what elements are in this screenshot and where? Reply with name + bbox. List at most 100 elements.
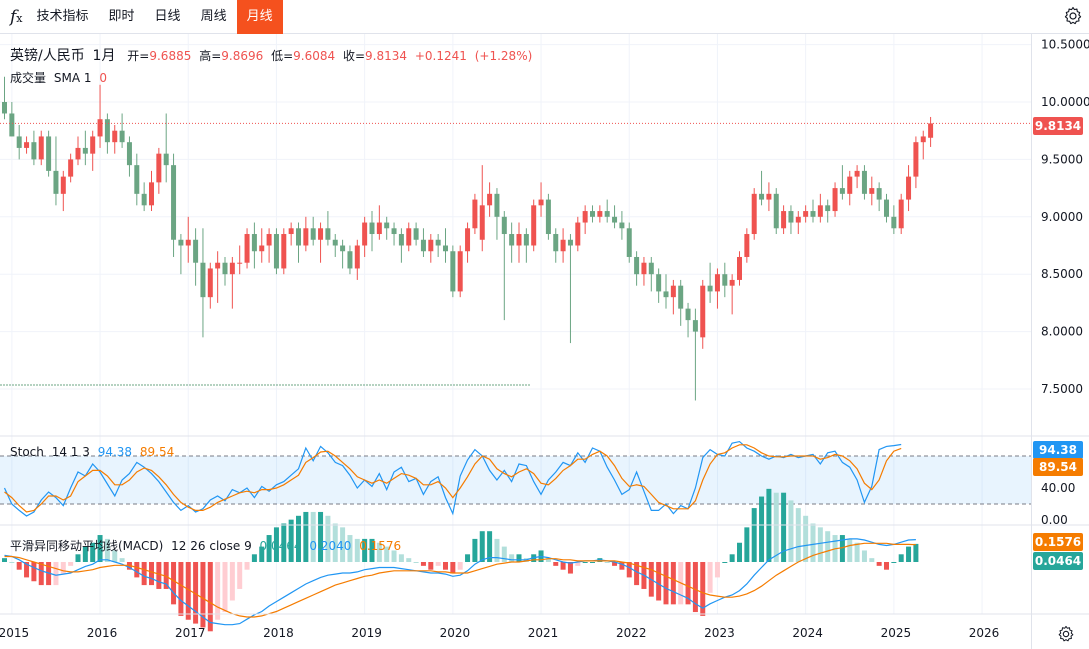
candle-body [876, 188, 882, 200]
macd-histogram-bar [722, 562, 728, 563]
toolbar-item-1[interactable]: 即时 [108, 8, 135, 24]
price-tick-label: 8.0000 [1041, 325, 1083, 339]
macd-histogram-bar [700, 562, 706, 616]
macd-histogram-bar [193, 562, 199, 624]
stoch-tick-label: 40.00 [1041, 481, 1075, 495]
macd-histogram-bar [347, 535, 353, 562]
macd-histogram-bar [891, 562, 897, 563]
time-tick-label: 2015 [0, 626, 29, 640]
gear-icon[interactable] [1063, 6, 1083, 26]
macd-histogram-bar [810, 523, 816, 562]
macd-label[interactable]: 平滑异同移动平均线(MACD) [10, 539, 164, 553]
scale-settings-icon[interactable] [1057, 625, 1075, 643]
candle-body [347, 251, 353, 269]
candle-body [362, 222, 368, 246]
stoch-k-value: 94.38 [97, 445, 133, 459]
macd-histogram-bar [38, 562, 44, 586]
candle-body [597, 211, 603, 217]
candle-body [104, 119, 110, 143]
macd-histogram-bar [516, 554, 522, 562]
stoch-k-tag: 94.38 [1033, 441, 1083, 459]
candle-body [376, 222, 382, 235]
macd-histogram-bar [825, 531, 831, 562]
candle-body [678, 285, 684, 309]
macd-histogram-bar [68, 562, 74, 566]
indicator-fx-icon[interactable]: fx [10, 6, 23, 27]
price-tick-label: 7.5000 [1041, 382, 1083, 396]
price-legend: 英镑/人民币 1月 开=9.6885 高=9.8696 低=9.6084 收=9… [10, 45, 536, 65]
symbol-name[interactable]: 英镑/人民币 [10, 48, 85, 64]
candle-body [487, 193, 493, 206]
macd-histogram-bar [906, 546, 912, 562]
candle-body [156, 153, 162, 183]
stoch-tick-label: 0.00 [1041, 513, 1068, 527]
candle-body [884, 199, 889, 217]
candle-body [788, 211, 794, 223]
macd-histogram-bar [244, 562, 250, 570]
candle-body [112, 130, 118, 143]
stoch-k-line [3, 440, 902, 517]
stoch-d-line [4, 444, 902, 513]
candlestick-series [2, 76, 934, 401]
macd-histogram-bar [487, 531, 493, 562]
stoch-d-value: 89.54 [139, 445, 175, 459]
candle-body [435, 239, 441, 246]
price-axis[interactable]: 10.5000 10.0000 9.5000 9.0000 8.5000 8.0000 7.… [1041, 38, 1089, 527]
candle-body [861, 170, 867, 194]
macd-histogram-bar [24, 562, 30, 578]
pane-separators [0, 34, 1089, 649]
macd-histogram-bar [104, 538, 110, 562]
macd-histogram-bar [501, 546, 507, 562]
macd-histogram-bar [465, 554, 471, 562]
macd-histogram-bar [318, 511, 324, 562]
candle-body [641, 262, 647, 275]
toolbar-item-2[interactable]: 日线 [154, 8, 181, 24]
macd-histogram-bar [898, 554, 904, 562]
macd-histogram-bar [9, 562, 15, 563]
toolbar-item-4[interactable]: 月线 [236, 0, 283, 34]
candle-body [626, 228, 632, 257]
macd-histogram-bar [714, 562, 720, 578]
time-axis[interactable]: 2015 2016 2017 2018 2019 2020 2021 2022 2023 2024… [0, 626, 999, 640]
candle-body [604, 211, 610, 217]
macd-histogram-bar [788, 500, 794, 562]
interval-label[interactable]: 1月 [92, 48, 116, 64]
candle-body [737, 256, 742, 280]
macd-histogram-bar [861, 550, 867, 562]
macd-histogram-bar [612, 562, 618, 566]
macd-histogram-bar [869, 558, 875, 562]
candle-body [810, 211, 816, 217]
volume-label[interactable]: 成交量 [10, 71, 47, 85]
candle-body [582, 211, 588, 223]
time-tick-label: 2021 [528, 626, 559, 640]
toolbar-item-0[interactable]: 技术指标 [36, 8, 89, 24]
candle-body [325, 228, 331, 240]
candle-body [119, 130, 125, 143]
stoch-params: 14 1 3 [51, 445, 90, 459]
chart-area[interactable]: 10.5000 10.0000 9.5000 9.0000 8.5000 8.0000 7.… [0, 34, 1089, 649]
macd-histogram-bar [384, 546, 390, 562]
macd-histogram-bar [141, 562, 147, 586]
macd-histogram-bar [273, 527, 279, 562]
time-tick-label: 2023 [704, 626, 735, 640]
macd-histogram-bar [340, 527, 346, 562]
candle-body [751, 193, 757, 235]
candle-body [141, 193, 147, 206]
stoch-label[interactable]: Stoch [10, 445, 44, 459]
macd-histogram-bar [479, 531, 485, 562]
candle-body [509, 234, 515, 246]
macd-histogram-bar [751, 508, 757, 562]
candle-body [288, 228, 294, 235]
macd-value: 0.2040 [309, 539, 352, 553]
candle-body [612, 216, 618, 223]
macd-histogram-bar [303, 511, 309, 562]
change-value: +0.1241 [414, 49, 467, 63]
candle-body [443, 245, 448, 252]
macd-histogram-bar [634, 562, 640, 586]
macd-histogram-bar [82, 546, 88, 562]
macd-histogram-bar [685, 562, 691, 605]
candle-body [913, 142, 919, 177]
candle-body [24, 142, 30, 148]
toolbar-item-3[interactable]: 周线 [200, 8, 227, 24]
candle-body [68, 159, 74, 177]
